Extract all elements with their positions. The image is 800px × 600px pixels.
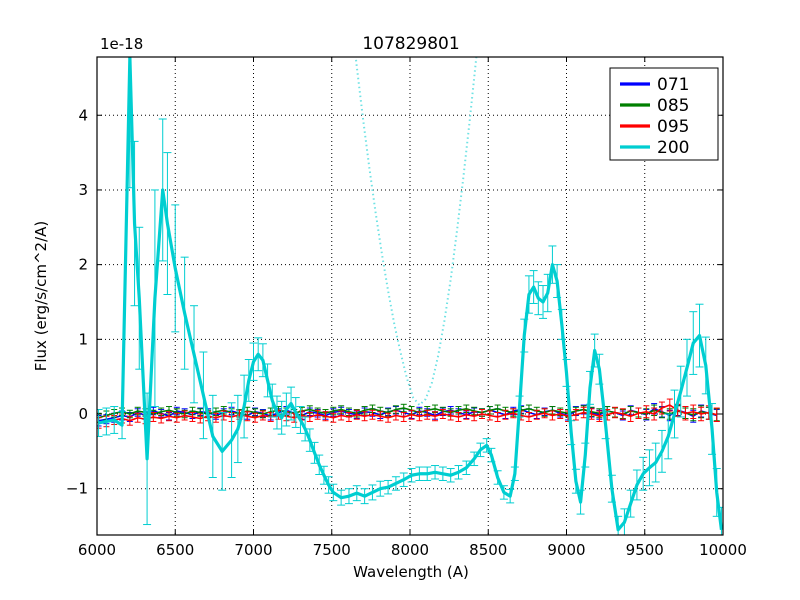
x-tick-label: 10000 xyxy=(699,541,747,559)
x-tick-label: 9500 xyxy=(626,541,664,559)
series-095 xyxy=(97,398,720,429)
x-axis-label: Wavelength (A) xyxy=(353,563,469,581)
y-tick-label: 2 xyxy=(78,256,88,274)
y-tick-label: 3 xyxy=(78,181,88,199)
chart-title: 107829801 xyxy=(362,34,459,54)
data-layer xyxy=(97,57,723,535)
series-line-200 xyxy=(98,57,723,532)
y-axis-label: Flux (erg/s/cm^2/A) xyxy=(32,221,50,372)
y-tick-label: 1 xyxy=(78,330,88,348)
x-tick-label: 9000 xyxy=(547,541,585,559)
series-line-095 xyxy=(98,404,717,424)
legend-label-071[interactable]: 071 xyxy=(657,75,689,95)
y-tick-label: 4 xyxy=(78,106,88,124)
x-tick-label: 8500 xyxy=(469,541,507,559)
x-tick-label: 6000 xyxy=(78,541,116,559)
legend-label-085[interactable]: 085 xyxy=(657,96,689,116)
series-200 xyxy=(97,57,723,535)
x-tick-label: 7000 xyxy=(234,541,272,559)
legend-label-200[interactable]: 200 xyxy=(657,138,689,158)
ticks-layer: 6000 6500 7000 7500 8000 8500 9000 9500 10000 −1 0… xyxy=(66,57,747,559)
x-tick-label: 7500 xyxy=(313,541,351,559)
x-tick-label: 8000 xyxy=(391,541,429,559)
y-tick-label: −1 xyxy=(66,480,88,498)
y-tick-label: 0 xyxy=(78,405,88,423)
legend-label-095[interactable]: 095 xyxy=(657,117,689,137)
x-tick-label: 6500 xyxy=(156,541,194,559)
y-axis-offset-label: 1e-18 xyxy=(100,35,143,53)
dotted-model-curve xyxy=(354,57,478,407)
series-clip-group xyxy=(97,57,723,535)
